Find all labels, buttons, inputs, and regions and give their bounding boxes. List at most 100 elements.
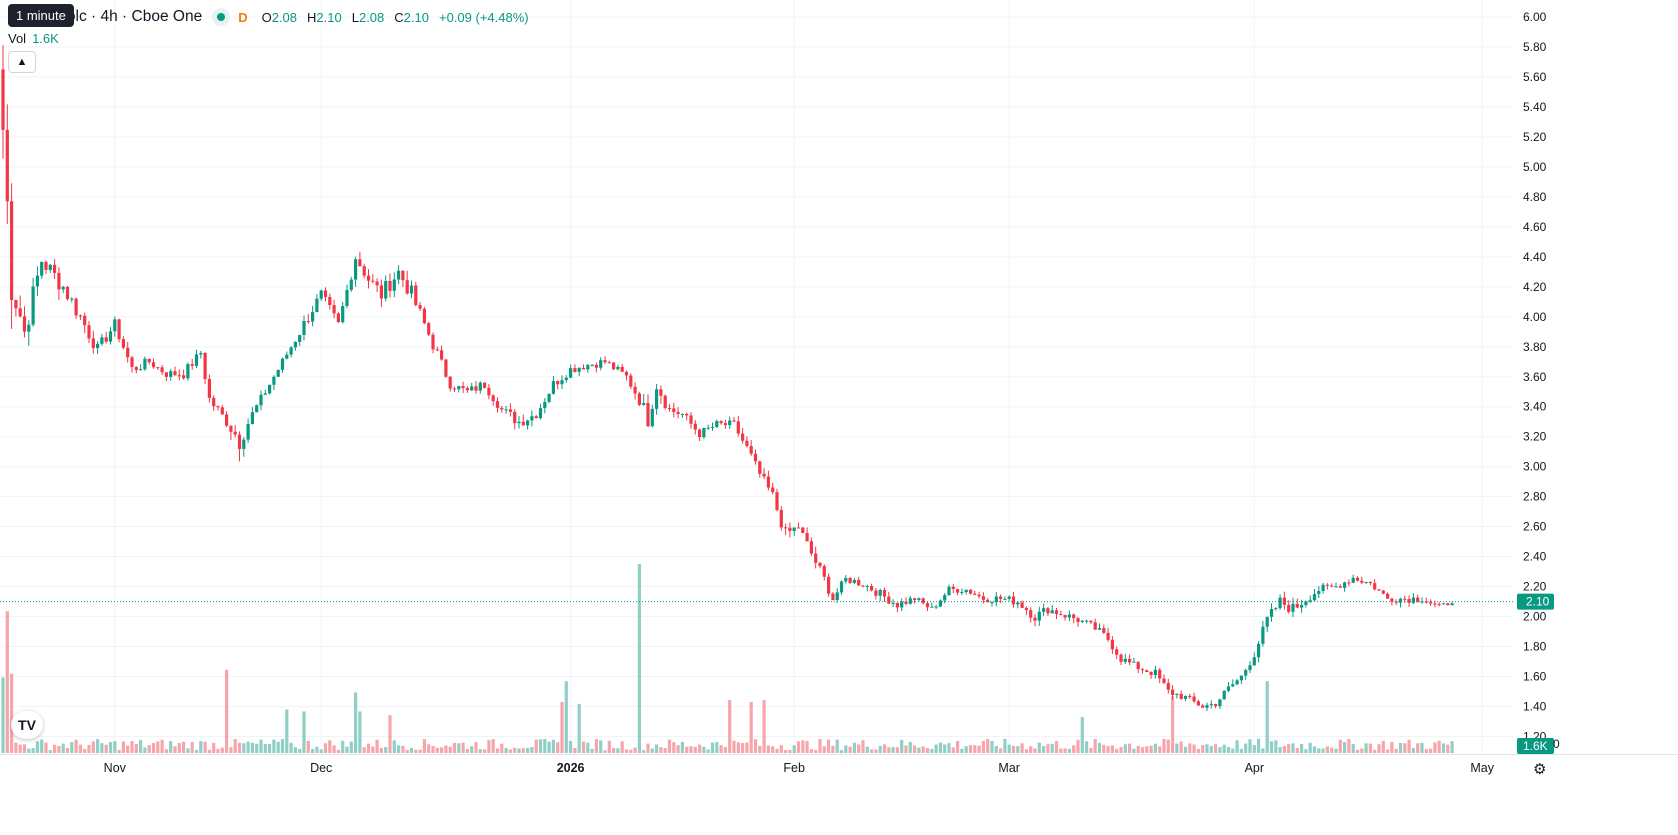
volume-bar [1239, 748, 1243, 753]
candle-body [1042, 608, 1046, 612]
volume-bar [728, 700, 732, 753]
volume-bar [719, 745, 723, 753]
price-tick-label: 3.60 [1523, 370, 1547, 384]
volume-bar [126, 745, 130, 753]
candle-body [921, 598, 925, 604]
candle-body [1248, 665, 1252, 671]
volume-bar [1123, 744, 1127, 753]
volume-bar [938, 742, 942, 753]
volume-bar [173, 746, 177, 753]
candle-body [1149, 672, 1153, 675]
candle-body [483, 382, 487, 388]
volume-bar [1282, 745, 1286, 753]
collapse-legend-button[interactable]: ▲ [8, 51, 36, 73]
volume-bar [809, 749, 813, 753]
price-tick-label: 4.40 [1523, 250, 1547, 264]
volume-bar [435, 747, 439, 753]
candle-body [242, 439, 246, 449]
candle-body [194, 354, 199, 366]
volume-bar [31, 748, 35, 753]
volume-bar [440, 747, 444, 753]
candle-body [375, 281, 379, 286]
candle-body [990, 602, 994, 604]
price-tick-label: 2.00 [1523, 610, 1547, 624]
volume-bar [564, 681, 568, 753]
candle-body [169, 371, 173, 377]
volume-bar [237, 742, 242, 753]
volume-bar [87, 744, 91, 753]
candle-body [1123, 658, 1127, 662]
candle-body [1016, 602, 1020, 605]
volume-bar [612, 748, 616, 753]
interval-tooltip: 1 minute [8, 4, 74, 27]
volume-bar [1291, 743, 1295, 753]
candle-body [1308, 600, 1312, 602]
candle-body [126, 347, 130, 358]
candle-body [642, 402, 646, 405]
volume-bar [913, 745, 917, 753]
volume-bar [1076, 739, 1080, 753]
volume-bar [672, 742, 676, 753]
volume-bar [977, 745, 981, 753]
volume-bar [190, 742, 194, 753]
candle-body [663, 395, 667, 409]
volume-bar [1085, 741, 1089, 753]
candle-body [452, 388, 457, 390]
volume-bar [779, 745, 783, 753]
candle-body [1287, 604, 1291, 612]
volume-bar [1119, 747, 1123, 753]
volume-bar [323, 743, 328, 753]
candle-body [530, 416, 534, 421]
candle-body [1153, 669, 1157, 675]
candle-body [934, 606, 938, 608]
candle-body [1097, 628, 1102, 630]
candle-body [818, 562, 822, 567]
volume-bar [100, 743, 104, 753]
candle-body [517, 421, 521, 424]
volume-bar [689, 746, 693, 753]
time-tick-label: Apr [1245, 761, 1264, 775]
dividend-marker[interactable]: D [238, 9, 248, 25]
candle-body [298, 335, 302, 342]
volume-bar [1097, 742, 1102, 753]
gear-icon[interactable]: ⚙ [1533, 761, 1547, 778]
volume-bar [1231, 748, 1235, 753]
candle-body [753, 453, 758, 462]
volume-bar [1304, 749, 1308, 753]
candle-body [164, 372, 168, 377]
candle-body [328, 296, 332, 306]
candle-body [1325, 584, 1329, 586]
volume-bar [981, 740, 985, 753]
volume-bar [1235, 740, 1239, 753]
candle-body [689, 415, 693, 424]
volume-bar [1222, 744, 1226, 753]
volume-bar [194, 749, 199, 753]
candle-body [362, 266, 366, 276]
price-tick-label: 3.40 [1523, 400, 1547, 414]
candle-body [676, 411, 680, 415]
candle-body [1119, 654, 1123, 662]
market-status-indicator[interactable] [212, 8, 231, 26]
volume-bar [1188, 743, 1192, 753]
candle-body [861, 585, 865, 587]
candle-body [857, 579, 861, 586]
volume-bar [607, 740, 611, 753]
tradingview-logo[interactable]: TV [11, 711, 43, 739]
volume-bar [1373, 749, 1377, 753]
volume-bar [968, 745, 973, 753]
candle-body [422, 308, 426, 324]
volume-bar [852, 742, 856, 753]
candle-body [1162, 678, 1166, 683]
volume-bar [1080, 717, 1084, 753]
candle-body [1054, 610, 1059, 615]
volume-bar [1437, 740, 1441, 753]
volume-bar [1007, 744, 1011, 753]
volume-bar [1338, 739, 1342, 753]
volume-bar [1261, 748, 1265, 753]
symbol-title[interactable]: a plc · 4h · Cboe One [54, 8, 203, 25]
candle-body [943, 595, 947, 601]
volume-bar [947, 743, 951, 753]
candle-body [672, 408, 676, 412]
ohlc-high: H2.10 [307, 9, 342, 25]
